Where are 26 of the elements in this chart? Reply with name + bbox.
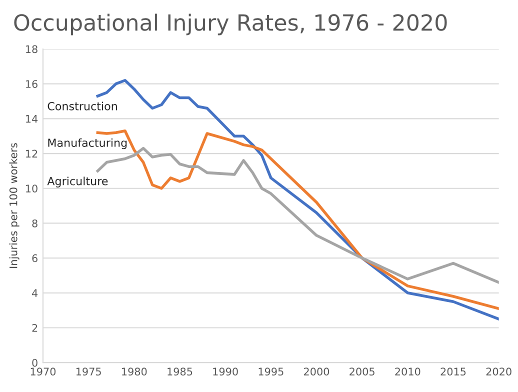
y-tick-label: 16 xyxy=(26,80,38,88)
y-tick-label: 2 xyxy=(32,324,38,332)
x-tick-label: 2010 xyxy=(395,368,420,376)
y-tick-label: 4 xyxy=(32,289,38,297)
x-tick-label: 1980 xyxy=(122,368,147,376)
y-axis-title: Injuries per 100 workers xyxy=(9,143,20,268)
y-tick-label: 14 xyxy=(26,115,38,123)
chart-title: Occupational Injury Rates, 1976 - 2020 xyxy=(14,14,447,36)
y-tick-label: 0 xyxy=(32,358,38,367)
x-tick-label: 1975 xyxy=(76,368,101,376)
series-label: Agriculture xyxy=(47,176,108,188)
y-tick-label: 6 xyxy=(32,254,38,262)
x-tick-label: 1985 xyxy=(168,368,192,376)
series-label: Construction xyxy=(48,102,117,110)
x-tick-label: 1990 xyxy=(213,368,238,376)
x-tick-label: 1995 xyxy=(258,368,284,376)
x-tick-label: 2005 xyxy=(350,368,374,376)
series-label: Manufacturing xyxy=(48,138,127,150)
x-tick-label: 2015 xyxy=(440,368,466,376)
y-tick-label: 10 xyxy=(26,184,38,192)
x-tick-label: 2020 xyxy=(486,368,512,376)
y-tick-label: 8 xyxy=(32,219,38,228)
y-tick-label: 12 xyxy=(26,150,38,158)
x-tick-label: 1970 xyxy=(30,368,56,376)
y-tick-label: 18 xyxy=(26,45,38,54)
x-tick-label: 2000 xyxy=(304,368,330,376)
